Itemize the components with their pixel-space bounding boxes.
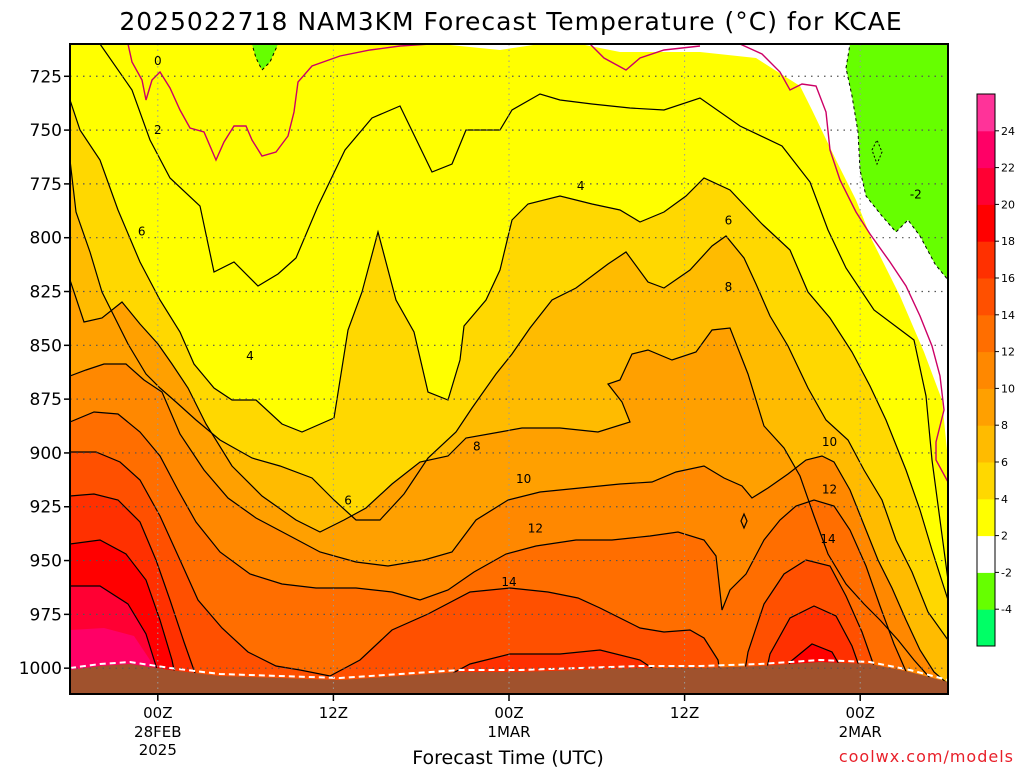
colorbar-swatch: [977, 241, 995, 279]
colorbar-swatch: [977, 130, 995, 169]
colorbar-label: 14: [1001, 309, 1015, 322]
contour-labels: 0 2 6 4 6 8 10 12 14 4 6 8 10 12 14 -2: [138, 54, 922, 589]
y-tick-label: 925: [30, 498, 62, 518]
x-tick-label: 12Z: [319, 704, 348, 722]
colorbar-label: 16: [1001, 272, 1015, 285]
x-tick-date: 1MAR: [487, 723, 530, 741]
colorbar-label: 18: [1001, 235, 1015, 248]
colorbar-swatch: [977, 351, 995, 389]
contour-lines: [70, 44, 948, 694]
y-axis: 725 750 775 800 825 850 875 900 925 950 975 1000: [19, 67, 70, 679]
contour-label: 0: [154, 54, 162, 68]
y-tick-label: 775: [30, 175, 62, 195]
freezing-line-right: [739, 44, 948, 483]
y-tick-label: 875: [30, 390, 62, 410]
contour-label: 12: [528, 521, 543, 535]
x-tick-date: 28FEB: [134, 723, 181, 741]
y-tick-label: 800: [30, 229, 62, 249]
contour-label: 14: [820, 532, 835, 546]
colorbar-frame: [976, 93, 996, 647]
colorbar-swatch: [977, 609, 995, 647]
band-green-right: [845, 44, 948, 281]
contour-label: -2: [910, 188, 922, 202]
x-tick-date: 2MAR: [839, 723, 882, 741]
band-green-top: [251, 44, 279, 71]
band-14: [70, 412, 920, 694]
y-tick-label: 850: [30, 336, 62, 356]
contour-label: 10: [516, 472, 531, 486]
x-tick-label: 12Z: [670, 704, 699, 722]
contour-label: 12: [822, 483, 837, 497]
colorbar-swatch: [977, 498, 995, 537]
contour-8: [70, 279, 948, 691]
x-tick-label: 00Z: [846, 704, 875, 722]
x-axis-title: Forecast Time (UTC): [412, 747, 603, 768]
band-16: [70, 452, 884, 694]
colorbar-swatch: [977, 572, 995, 610]
freezing-line-left: [127, 44, 431, 162]
colorbar-label: 10: [1001, 382, 1015, 395]
colorbar-label: 2: [1001, 530, 1008, 543]
colorbar-swatch: [977, 204, 995, 242]
contour-label: 6: [725, 213, 733, 227]
colorbar-label: 6: [1001, 456, 1008, 469]
x-tick-year: 2025: [139, 741, 177, 759]
colorbar-swatch: [977, 535, 995, 573]
y-tick-label: 900: [30, 444, 62, 464]
colorbar-swatch: [977, 314, 995, 353]
y-tick-label: 1000: [19, 659, 62, 679]
colorbar-label: 20: [1001, 198, 1015, 211]
freezing-line: [127, 44, 948, 483]
colorbar-label: 4: [1001, 493, 1008, 506]
x-tick-label: 00Z: [143, 704, 172, 722]
x-tick-label: 00Z: [494, 704, 523, 722]
contour-label: 4: [577, 179, 585, 193]
terrain-edge: [70, 658, 948, 681]
colorbar-swatch: [977, 94, 995, 132]
freezing-line-mid: [589, 44, 701, 71]
y-tick-label: 750: [30, 121, 62, 141]
colorbar-label: 22: [1001, 162, 1015, 175]
contour-label: 10: [822, 435, 837, 449]
contour-label: 14: [501, 575, 516, 589]
contour-6: [70, 159, 948, 641]
band-green-spot: [871, 138, 883, 166]
y-tick-label: 975: [30, 605, 62, 625]
colorbar-label: -2: [1001, 566, 1012, 579]
contour-14: [70, 451, 885, 694]
colorbar-label: 8: [1001, 419, 1008, 432]
contour-label: 2: [154, 123, 162, 137]
contour-label: 8: [473, 439, 481, 453]
y-tick-label: 725: [30, 67, 62, 87]
contour-label: 8: [725, 280, 733, 294]
colorbar-swatch: [977, 278, 995, 316]
contour-4: [70, 99, 948, 601]
watermark: coolwx.com/models: [839, 747, 1014, 766]
contour-12: [70, 411, 921, 694]
colorbar-label: 12: [1001, 346, 1015, 359]
colorbar-label: 24: [1001, 125, 1015, 138]
contour-label: 6: [138, 224, 146, 238]
colorbar-label: -4: [1001, 603, 1012, 616]
contour-diamond: [740, 512, 748, 530]
contour-label: 6: [344, 493, 352, 507]
grid: [70, 44, 948, 694]
colorbar-swatch: [977, 388, 995, 426]
colorbar-swatch: [977, 425, 995, 463]
y-tick-label: 825: [30, 283, 62, 303]
colorbar-swatch: [977, 167, 995, 205]
chart-title: 2025022718 NAM3KM Forecast Temperature (…: [119, 7, 902, 36]
y-tick-label: 950: [30, 552, 62, 572]
contour-label: 4: [246, 349, 254, 363]
colorbar-swatch: [977, 462, 995, 500]
contour-10: [70, 363, 948, 685]
plot-area: [70, 44, 948, 694]
